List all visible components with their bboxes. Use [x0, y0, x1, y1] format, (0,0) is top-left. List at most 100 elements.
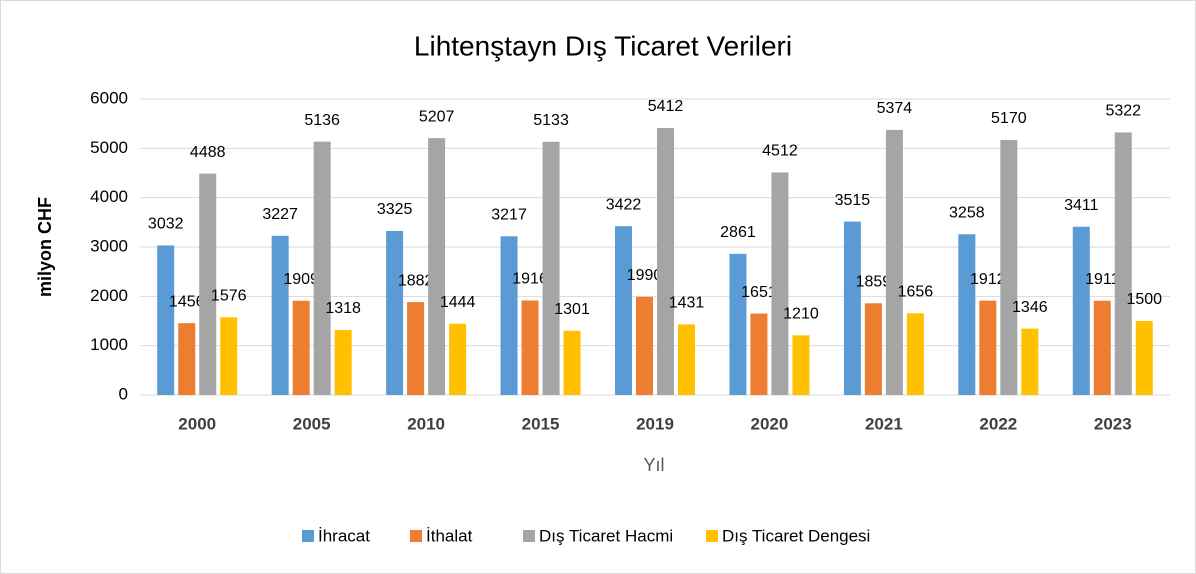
data-label: 1651 [741, 284, 777, 301]
bar [521, 300, 539, 395]
x-tick-label: 2022 [979, 414, 1017, 433]
legend-swatch [706, 530, 718, 542]
data-label: 1431 [669, 295, 705, 312]
bar [428, 138, 446, 395]
bar [1072, 226, 1090, 395]
bar [729, 253, 747, 395]
data-label: 1444 [440, 294, 476, 311]
bar [678, 324, 695, 395]
bar [386, 230, 404, 395]
bar [1135, 321, 1153, 395]
x-tick-label: 2020 [751, 414, 789, 433]
data-label: 1912 [970, 271, 1006, 288]
bar [500, 236, 518, 395]
legend-label: İhracat [318, 526, 370, 545]
y-tick-label: 1000 [90, 335, 128, 354]
legend-swatch [523, 530, 535, 542]
data-label: 1210 [783, 306, 819, 323]
data-label: 2861 [720, 224, 756, 241]
data-label: 1301 [554, 301, 590, 318]
bar [157, 245, 175, 395]
data-label: 3325 [377, 201, 413, 218]
data-label: 1882 [398, 272, 434, 289]
data-label: 1576 [211, 287, 247, 304]
bar [563, 330, 581, 395]
bar [843, 221, 861, 395]
bar [657, 128, 674, 395]
legend-label: Dış Ticaret Dengesi [722, 526, 870, 545]
y-tick-label: 2000 [90, 286, 128, 305]
data-label: 3411 [1064, 197, 1099, 214]
bar [885, 129, 903, 395]
bar [771, 172, 789, 395]
y-tick-label: 5000 [90, 138, 128, 157]
data-label: 1990 [627, 267, 663, 284]
data-label: 1318 [325, 300, 361, 317]
data-label: 3258 [949, 204, 985, 221]
bar [292, 300, 310, 395]
bar [271, 235, 289, 395]
data-label: 1911 [1085, 271, 1120, 288]
data-label: 1909 [283, 271, 319, 288]
x-tick-label: 2010 [407, 414, 445, 433]
bar [615, 226, 632, 395]
y-axis-title: milyon CHF [35, 197, 55, 297]
bar [864, 303, 882, 395]
data-label: 3032 [148, 216, 184, 233]
x-tick-label: 2015 [522, 414, 560, 433]
legend-label: İthalat [426, 526, 473, 545]
x-tick-label: 2005 [293, 414, 331, 433]
legend-swatch [302, 530, 314, 542]
data-label: 5412 [648, 98, 684, 115]
bar [178, 323, 196, 395]
bar [1114, 132, 1132, 395]
data-label: 1656 [898, 284, 934, 301]
bar [1021, 328, 1039, 395]
bar [979, 300, 997, 395]
x-axis-title: Yıl [643, 455, 664, 475]
data-label: 1916 [512, 271, 548, 288]
data-label: 5133 [533, 112, 569, 129]
y-tick-label: 4000 [90, 187, 128, 206]
data-label: 1500 [1126, 291, 1162, 308]
data-label: 5374 [877, 100, 913, 117]
data-label: 3227 [262, 206, 298, 223]
bar [792, 335, 810, 395]
bar [199, 173, 217, 395]
bar [313, 141, 331, 395]
bar [636, 296, 653, 395]
x-tick-label: 2000 [178, 414, 216, 433]
y-tick-label: 6000 [90, 88, 128, 107]
data-label: 5207 [419, 108, 455, 125]
bar [334, 329, 352, 395]
data-label: 3422 [606, 196, 642, 213]
x-tick-label: 2023 [1094, 414, 1132, 433]
bar [1093, 300, 1111, 395]
bar [449, 323, 467, 395]
data-label: 5136 [304, 112, 340, 129]
chart-title: Lihtenştayn Dış Ticaret Verileri [414, 30, 792, 61]
y-tick-label: 0 [119, 384, 128, 403]
data-label: 3217 [491, 207, 527, 224]
data-label: 5170 [991, 110, 1027, 127]
data-label: 4512 [762, 143, 798, 160]
data-label: 3515 [835, 192, 871, 209]
data-label: 1456 [169, 293, 205, 310]
bar [220, 317, 238, 395]
bar [1000, 139, 1018, 395]
bar [958, 234, 976, 395]
data-label: 5322 [1105, 103, 1141, 120]
y-tick-label: 3000 [90, 236, 128, 255]
x-tick-label: 2021 [865, 414, 903, 433]
data-label: 1346 [1012, 299, 1048, 316]
data-label: 1859 [856, 274, 892, 291]
legend-swatch [410, 530, 422, 542]
data-label: 4488 [190, 144, 226, 161]
x-tick-label: 2019 [636, 414, 674, 433]
bar [407, 302, 425, 395]
legend-label: Dış Ticaret Hacmi [539, 526, 673, 545]
bar [542, 141, 560, 395]
bar [750, 313, 768, 395]
